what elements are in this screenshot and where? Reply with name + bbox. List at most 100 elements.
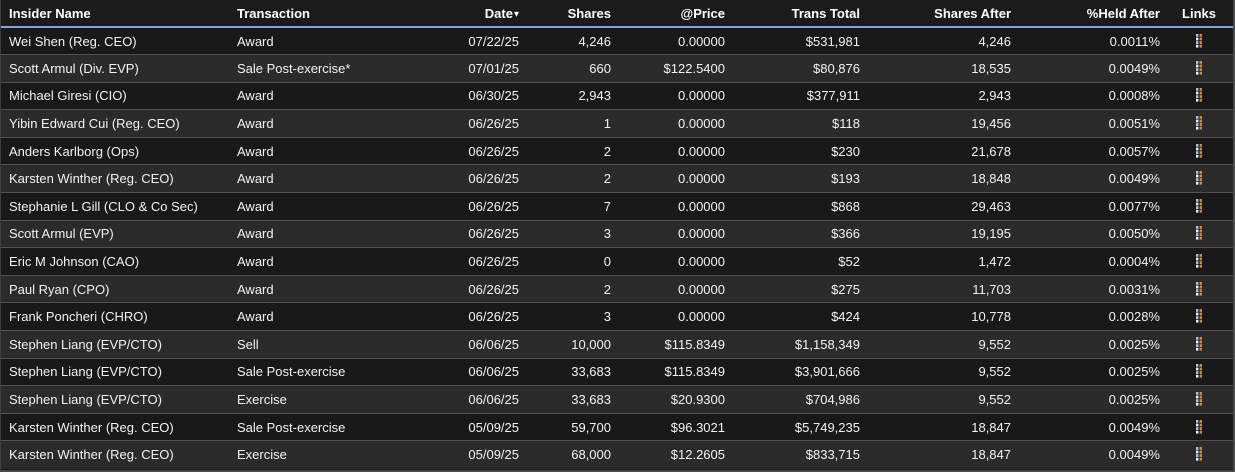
date-cell: 06/06/25 [468, 392, 519, 408]
column-header-date[interactable]: Date▾ [399, 0, 521, 28]
column-header-insider-name[interactable]: Insider Name [1, 0, 229, 28]
transaction-cell: Award [237, 143, 274, 159]
price-cell: 0.00000 [678, 116, 725, 132]
held-after-cell: 0.0025% [1108, 364, 1160, 380]
column-header-trans-total[interactable]: Trans Total [727, 0, 862, 28]
shares-after-cell: 18,847 [971, 447, 1011, 463]
links-cell [1162, 303, 1233, 331]
held-after-cell: 0.0025% [1108, 336, 1160, 352]
filing-links-icon[interactable] [1191, 196, 1207, 216]
price-cell: $115.8349 [664, 364, 726, 380]
trans-total-cell: $3,901,666 [794, 364, 860, 380]
shares-cell: 2 [603, 143, 611, 159]
links-cell [1162, 331, 1233, 359]
held-after-cell: 0.0057% [1108, 143, 1160, 159]
date-cell: 06/26/25 [468, 171, 519, 187]
filing-links-icon[interactable] [1191, 389, 1207, 409]
column-header-shares-after[interactable]: Shares After [862, 0, 1013, 28]
table-row: Scott Armul (Div. EVP) Sale Post-exercise… [1, 54, 1233, 83]
price-cell: $20.9300 [670, 392, 725, 408]
insider-name-cell: Scott Armul (Div. EVP) [9, 60, 139, 76]
insider-name-cell: Stephen Liang (EVP/CTO) [9, 392, 162, 408]
insider-name-cell: Stephanie L Gill (CLO & Co Sec) [9, 198, 198, 214]
shares-cell: 4,246 [578, 33, 611, 49]
shares-after-cell: 19,456 [971, 116, 1011, 132]
table-row: Scott Armul (EVP) Award 06/26/25 3 0.00000 $3… [1, 220, 1233, 248]
links-cell [1162, 55, 1233, 83]
date-cell: 06/26/25 [468, 254, 519, 270]
filing-links-icon[interactable] [1191, 31, 1207, 51]
filing-links-icon[interactable] [1191, 306, 1207, 326]
column-header-held-after[interactable]: %Held After [1013, 0, 1162, 28]
table-row: Anders Karlborg (Ops) Award 06/26/25 2 0.000… [1, 137, 1233, 165]
filing-links-icon[interactable] [1191, 444, 1207, 464]
links-cell [1162, 358, 1233, 386]
shares-cell: 660 [589, 60, 611, 76]
filing-links-icon[interactable] [1191, 58, 1207, 78]
held-after-cell: 0.0049% [1108, 60, 1160, 76]
filing-links-icon[interactable] [1191, 168, 1207, 188]
transaction-cell: Sell [237, 336, 259, 352]
table-row: Paul Ryan (CPO) Award 06/26/25 2 0.00000 $275… [1, 275, 1233, 303]
shares-cell: 0 [603, 254, 611, 270]
links-cell [1162, 27, 1233, 55]
filing-links-icon[interactable] [1191, 223, 1207, 243]
date-cell: 06/26/25 [468, 198, 519, 214]
column-header-shares[interactable]: Shares [521, 0, 613, 28]
date-cell: 06/26/25 [468, 281, 519, 297]
filing-links-icon[interactable] [1191, 361, 1207, 381]
transaction-cell: Sale Post-exercise [237, 419, 346, 435]
table-row: Karsten Winther (Reg. CEO) Sale Post-exer… [1, 413, 1233, 441]
table-header: Insider Name Transaction Date▾ Shares @Price… [1, 0, 1233, 28]
filing-links-icon[interactable] [1191, 113, 1207, 133]
held-after-cell: 0.0051% [1108, 116, 1160, 132]
links-cell [1162, 248, 1233, 276]
column-header-label: Trans Total [791, 5, 860, 21]
shares-after-cell: 11,703 [972, 281, 1011, 297]
trans-total-cell: $377,911 [806, 88, 860, 104]
column-header-price[interactable]: @Price [613, 0, 727, 28]
shares-cell: 3 [603, 309, 611, 325]
held-after-cell: 0.0049% [1108, 419, 1160, 435]
insider-name-cell: Stephen Liang (EVP/CTO) [9, 364, 162, 380]
insider-name-cell: Frank Poncheri (CHRO) [9, 309, 148, 325]
date-cell: 06/26/25 [468, 143, 519, 159]
price-cell: $122.5400 [663, 60, 725, 76]
shares-after-cell: 9,552 [978, 364, 1011, 380]
insider-name-cell: Anders Karlborg (Ops) [9, 143, 140, 159]
date-cell: 06/30/25 [468, 88, 519, 104]
shares-after-cell: 9,552 [978, 392, 1011, 408]
insider-name-cell: Eric M Johnson (CAO) [9, 254, 140, 270]
shares-cell: 59,700 [571, 419, 611, 435]
links-cell [1162, 82, 1233, 110]
filing-links-icon[interactable] [1191, 141, 1207, 161]
shares-cell: 2,943 [578, 88, 611, 104]
held-after-cell: 0.0031% [1108, 281, 1160, 297]
transaction-cell: Award [237, 33, 274, 49]
column-header-label: Shares [567, 5, 611, 21]
trans-total-cell: $704,986 [805, 392, 860, 408]
column-header-transaction[interactable]: Transaction [229, 0, 399, 28]
price-cell: $115.8349 [664, 336, 726, 352]
column-header-label: Links [1182, 5, 1216, 21]
held-after-cell: 0.0077% [1108, 198, 1160, 214]
transaction-cell: Award [237, 171, 274, 187]
transaction-cell: Exercise [237, 392, 287, 408]
insider-name-cell: Paul Ryan (CPO) [9, 281, 110, 297]
transaction-cell: Award [237, 116, 274, 132]
trans-total-cell: $5,749,235 [794, 419, 860, 435]
filing-links-icon[interactable] [1191, 334, 1207, 354]
filing-links-icon[interactable] [1191, 279, 1207, 299]
links-cell [1162, 137, 1233, 165]
trans-total-cell: $80,876 [813, 60, 860, 76]
table-row: Frank Poncheri (CHRO) Award 06/26/25 3 0.000… [1, 302, 1233, 331]
insider-name-cell: Michael Giresi (CIO) [9, 88, 127, 104]
filing-links-icon[interactable] [1191, 251, 1207, 271]
filing-links-icon[interactable] [1191, 85, 1207, 105]
price-cell: 0.00000 [678, 198, 725, 214]
trans-total-cell: $424 [831, 309, 860, 325]
filing-links-icon[interactable] [1191, 417, 1207, 437]
sort-desc-icon: ▾ [513, 8, 519, 20]
held-after-cell: 0.0049% [1108, 171, 1160, 187]
